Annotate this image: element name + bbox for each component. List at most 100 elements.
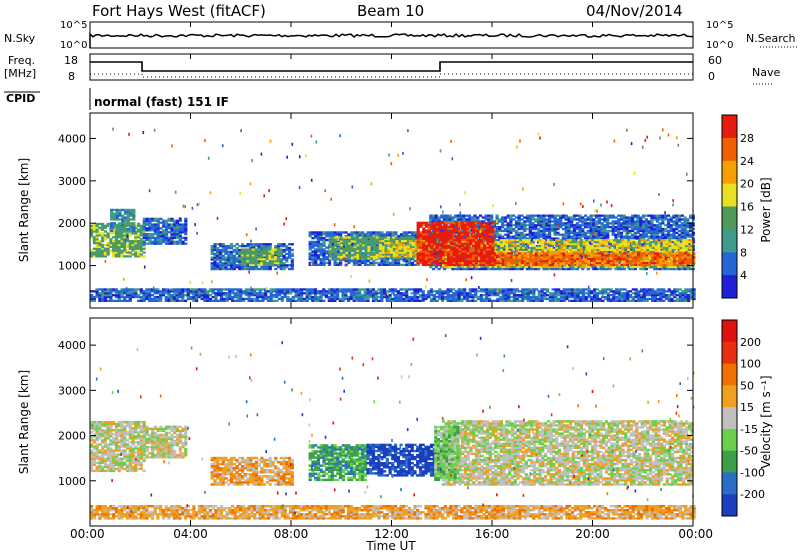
power-cell [387,242,390,244]
power-cell [389,262,392,264]
power-cell [241,243,244,245]
power-cell [664,224,667,226]
power-cell [162,229,165,231]
beam-label: Beam 10 [357,2,424,20]
power-cell [556,268,559,270]
power-cell [369,231,372,233]
power-cell [664,215,667,217]
power-cell [617,215,620,217]
power-cell [279,262,282,264]
nave-tick-bottom: 0 [708,70,715,83]
power-cell [451,216,454,218]
power-cell [266,248,269,250]
power-cell [257,256,260,258]
power-cell [154,237,157,239]
power-cell [645,218,648,220]
power-cell [642,268,645,270]
power-cell [639,234,642,236]
power-cell [118,218,121,220]
power-cell [543,220,546,222]
power-cell [184,218,187,220]
power-cell [104,244,107,246]
power-cell [274,252,277,254]
power-cell [592,220,595,222]
power-cell [565,268,568,270]
power-cell [146,233,149,235]
power-cell [511,239,514,241]
power-cell [648,215,651,217]
power-cell [504,228,507,230]
power-cell [334,248,337,250]
power-cell [578,220,581,222]
power-cell [257,248,260,250]
power-cell [401,257,404,259]
power-cell [534,232,537,234]
power-cell [551,215,554,217]
power-cell [565,215,568,217]
power-cell [394,231,397,233]
power-cell [98,223,101,225]
power-cell [500,249,503,251]
power-cell [531,232,534,234]
power-cell [556,232,559,234]
power-cell [340,236,343,238]
power-cell [686,218,689,220]
power-cell [531,215,534,217]
power-cell [230,243,233,245]
power-cell [269,243,272,245]
power-cell [497,247,500,249]
power-cell [573,215,576,217]
power-cell [365,255,368,257]
power-cell [601,215,604,217]
power-cell [392,231,395,233]
power-cell [159,231,162,233]
power-cell [387,248,390,250]
power-cell [211,245,214,247]
power-cell [531,222,534,224]
power-cell [129,230,132,232]
power-cell [672,228,675,230]
power-cell [595,215,598,217]
power-cell [681,218,684,220]
power-cell [548,215,551,217]
power-cell [526,220,529,222]
power-cell [126,232,129,234]
power-cell [109,238,112,240]
power-cell [482,216,485,218]
power-cell [414,231,417,233]
power-cell [578,215,581,217]
power-cell [512,224,515,226]
power-cell [449,215,452,217]
power-cell [176,229,179,231]
power-cell [501,230,504,232]
power-cell [291,258,294,260]
power-cell [373,252,376,254]
power-cell [367,264,370,266]
power-cell [339,231,342,233]
power-cell [409,236,412,238]
power-cell [351,240,354,242]
power-cell [154,229,157,231]
power-cell [320,243,323,245]
power-cell [573,224,576,226]
power-cell [672,215,675,217]
nsky-trace [90,34,693,48]
power-cell [686,230,689,232]
power-cell [320,231,323,233]
power-cell [120,238,123,240]
station-title: Fort Hays West (fitACF) [92,2,266,20]
power-cell [334,257,337,259]
power-cell [504,216,507,218]
power-cell [378,236,381,238]
power-cell [146,218,149,220]
power-cell [359,244,362,246]
power-cell [375,262,378,264]
power-cell [678,234,681,236]
power-cell [168,231,171,233]
power-cell [631,220,634,222]
power-cell [512,228,515,230]
power-cell [146,227,149,229]
power-cell [104,248,107,250]
power-cell [224,257,227,259]
power-cell [661,220,664,222]
